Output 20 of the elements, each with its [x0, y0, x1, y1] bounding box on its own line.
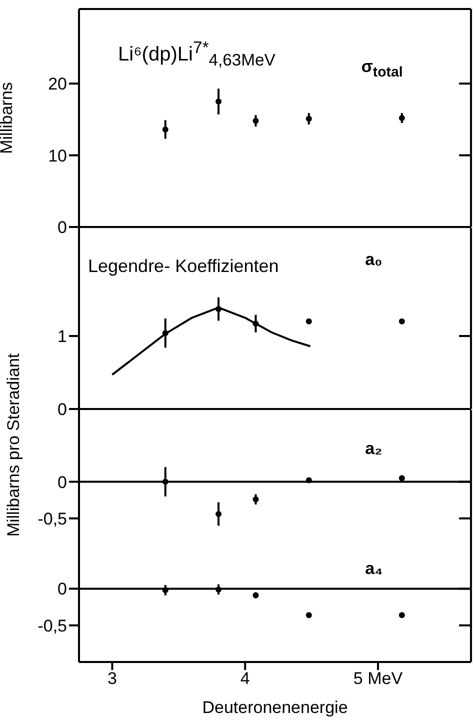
x-tick-label: 3 — [107, 669, 117, 688]
text: a₄ — [365, 559, 383, 580]
x-axis-title: Deuteronenenergie — [202, 698, 348, 717]
text: σ$_{total}$ — [361, 56, 403, 80]
y-tick-label: 0 — [58, 400, 67, 420]
y-tick-label: -0,5 — [38, 509, 67, 528]
y-tick-label: 20 — [48, 74, 67, 94]
y-tick-label: 0 — [58, 218, 67, 238]
y-tick-label: -0,5 — [38, 616, 67, 636]
y-tick-label: 0 — [58, 472, 67, 492]
y-tick-label: 10 — [48, 146, 67, 166]
x-tick-label: 4 — [240, 669, 250, 688]
series-label: a₂ — [365, 439, 382, 459]
text: a₀ — [365, 250, 382, 270]
x-tick-label: 5 MeV — [353, 669, 404, 688]
y-axis-title: Millibarns pro Steradiant — [4, 353, 24, 537]
y-tick-label: 1 — [58, 327, 67, 346]
y-axis-title: Millibarns — [0, 82, 16, 154]
y-tick-label: 0 — [58, 580, 67, 599]
annotation: Legendre- Koeffizienten — [88, 256, 279, 277]
